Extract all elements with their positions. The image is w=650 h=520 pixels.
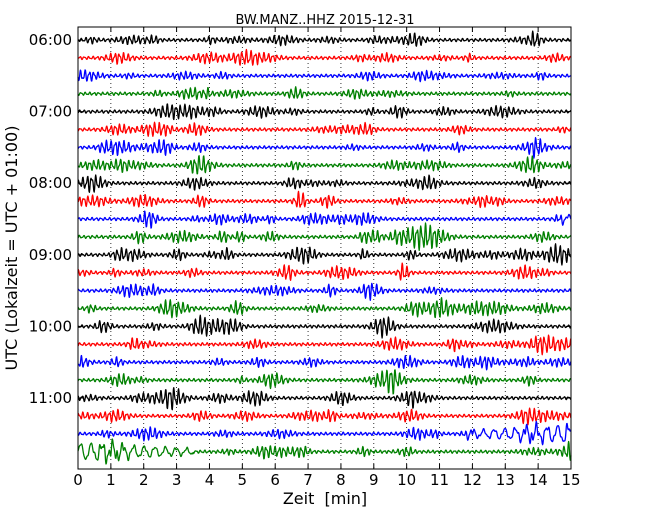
y-tick-label: 11:00 <box>29 389 72 407</box>
x-tick-label: 12 <box>463 471 482 489</box>
x-tick-label: 5 <box>238 471 248 489</box>
chart-title: BW.MANZ..HHZ 2015-12-31 <box>235 13 414 28</box>
x-tick-label: 8 <box>336 471 346 489</box>
trace-row-0 <box>77 30 572 47</box>
trace-row-6 <box>77 137 572 159</box>
y-tick-label: 09:00 <box>29 246 72 264</box>
y-tick-label: 10:00 <box>29 317 72 335</box>
trace-row-22 <box>77 420 572 446</box>
trace-row-10 <box>77 210 572 229</box>
y-tick-label: 08:00 <box>29 174 72 192</box>
y-axis-label: UTC (Lokalzeit = UTC + 01:00) <box>2 126 21 371</box>
trace-row-11 <box>77 222 572 252</box>
trace-row-13 <box>77 262 572 281</box>
trace-row-20 <box>77 387 572 411</box>
trace-row-8 <box>77 174 572 193</box>
trace-row-18 <box>77 354 572 371</box>
trace-row-9 <box>77 190 572 209</box>
traces <box>77 30 572 465</box>
x-tick-label: 2 <box>139 471 149 489</box>
x-tick-label: 0 <box>73 471 83 489</box>
x-axis: 0 1 2 3 4 5 6 7 8 9 10 11 12 13 14 15 <box>73 27 581 489</box>
x-axis-label: Zeit [min] <box>283 489 367 508</box>
trace-row-23 <box>77 438 572 465</box>
x-tick-label: 1 <box>106 471 116 489</box>
trace-row-7 <box>77 155 572 175</box>
trace-row-21 <box>77 407 572 426</box>
x-tick-label: 11 <box>430 471 449 489</box>
y-axis: 06:00 07:00 08:00 09:00 10:00 11:00 <box>29 31 571 407</box>
x-tick-label: 4 <box>205 471 215 489</box>
trace-row-12 <box>77 243 572 266</box>
trace-row-19 <box>77 369 572 395</box>
trace-row-5 <box>77 121 572 137</box>
x-tick-label: 3 <box>172 471 182 489</box>
trace-row-16 <box>77 314 572 339</box>
trace-row-4 <box>77 103 572 121</box>
y-tick-label: 06:00 <box>29 31 72 49</box>
x-tick-label: 7 <box>303 471 313 489</box>
trace-row-2 <box>77 69 572 83</box>
plot-frame <box>77 26 572 470</box>
x-tick-label: 6 <box>270 471 280 489</box>
trace-row-3 <box>77 86 572 100</box>
trace-row-14 <box>77 282 572 301</box>
x-tick-label: 15 <box>561 471 580 489</box>
trace-row-1 <box>77 48 572 66</box>
x-tick-label: 13 <box>496 471 515 489</box>
x-tick-label: 14 <box>529 471 548 489</box>
y-tick-label: 07:00 <box>29 103 72 121</box>
trace-row-15 <box>77 297 572 319</box>
x-tick-label: 10 <box>397 471 416 489</box>
trace-row-17 <box>77 334 572 356</box>
x-tick-label: 9 <box>369 471 379 489</box>
